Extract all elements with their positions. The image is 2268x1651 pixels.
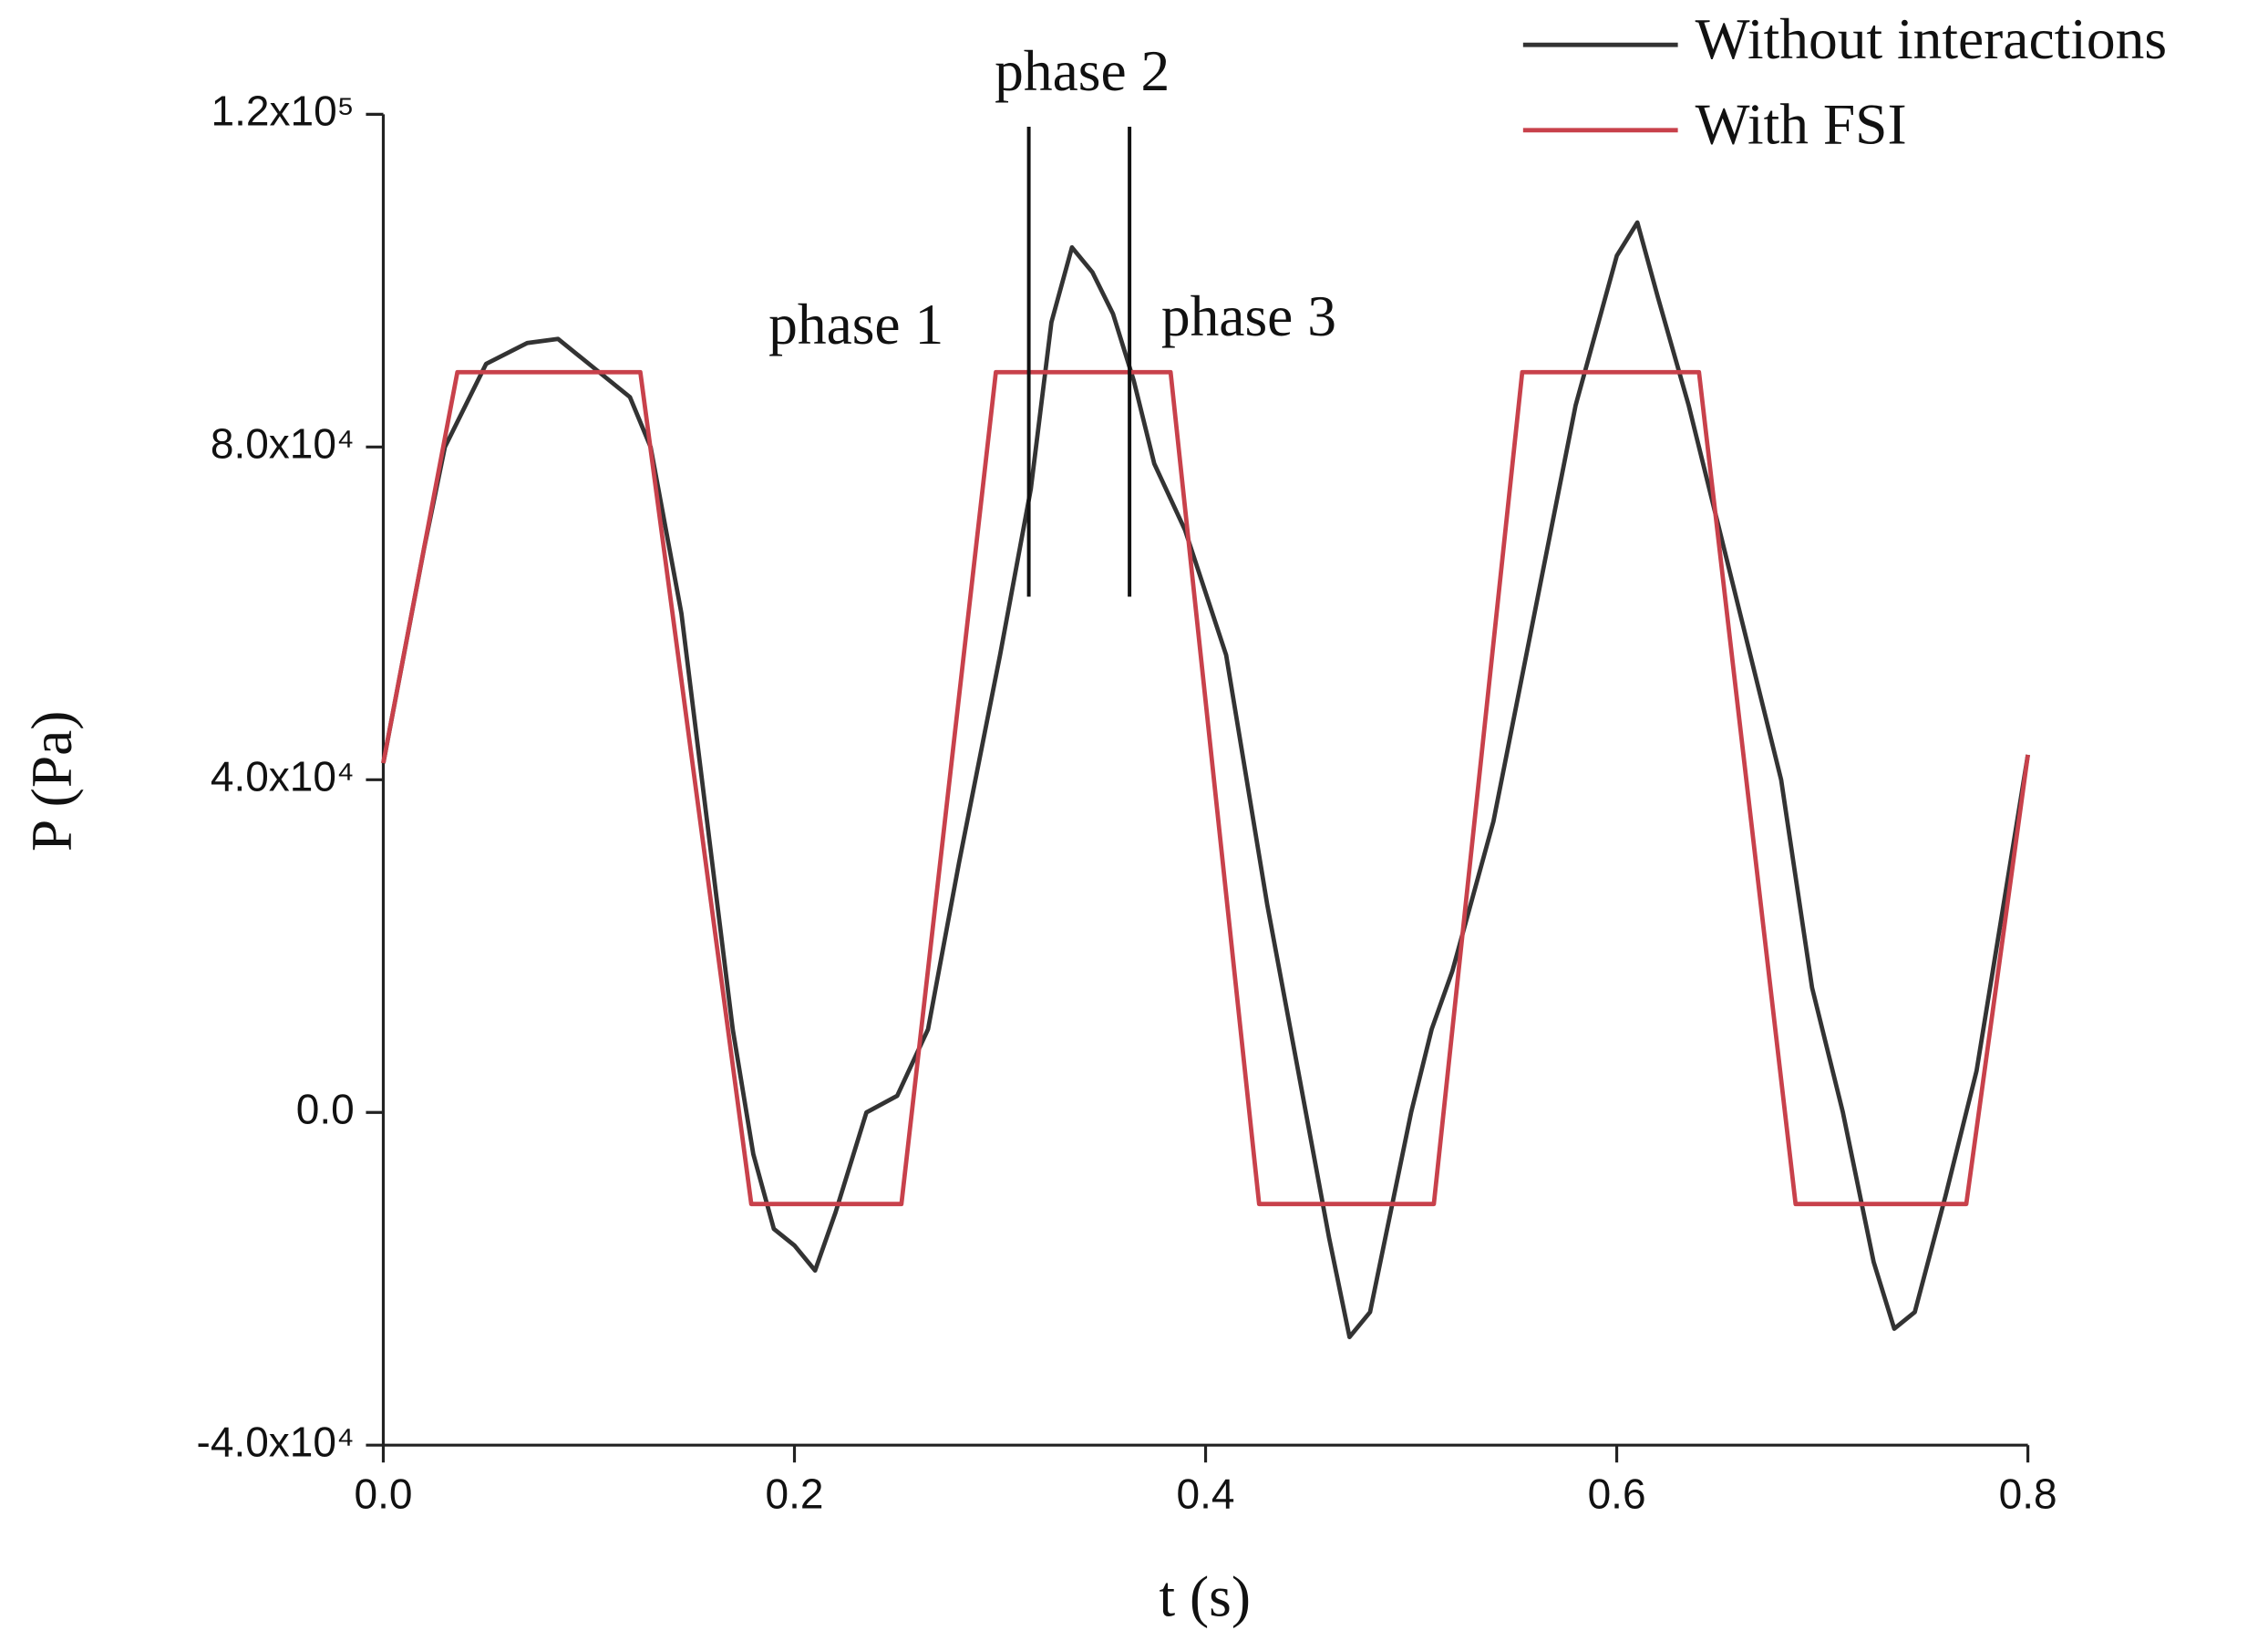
data-line <box>381 220 2030 1340</box>
x-tick-label: 0.4 <box>1177 1470 1235 1517</box>
x-tick-label: 0.0 <box>355 1470 413 1517</box>
legend-label: Without interactions <box>1696 6 2167 71</box>
y-tick-label: 4.0x10⁴ <box>211 752 355 800</box>
y-tick-label: 0.0 <box>296 1085 355 1132</box>
annotation: phase 1 <box>768 292 943 356</box>
y-tick-label: 1.2x10⁵ <box>211 88 355 135</box>
y-tick-label: 8.0x10⁴ <box>211 419 355 467</box>
legend-label: With FSI <box>1696 91 1907 156</box>
x-axis-label: t (s) <box>1160 1564 1251 1629</box>
x-tick-label: 0.2 <box>766 1470 824 1517</box>
y-axis-label: P (Pa) <box>19 711 84 852</box>
data-line <box>381 369 2030 1207</box>
x-tick-label: 0.6 <box>1588 1470 1646 1517</box>
annotation: phase 3 <box>1161 284 1336 348</box>
x-tick-label: 0.8 <box>1999 1470 2057 1517</box>
annotation: phase 2 <box>995 38 1170 103</box>
y-tick-label: -4.0x10⁴ <box>197 1418 355 1465</box>
